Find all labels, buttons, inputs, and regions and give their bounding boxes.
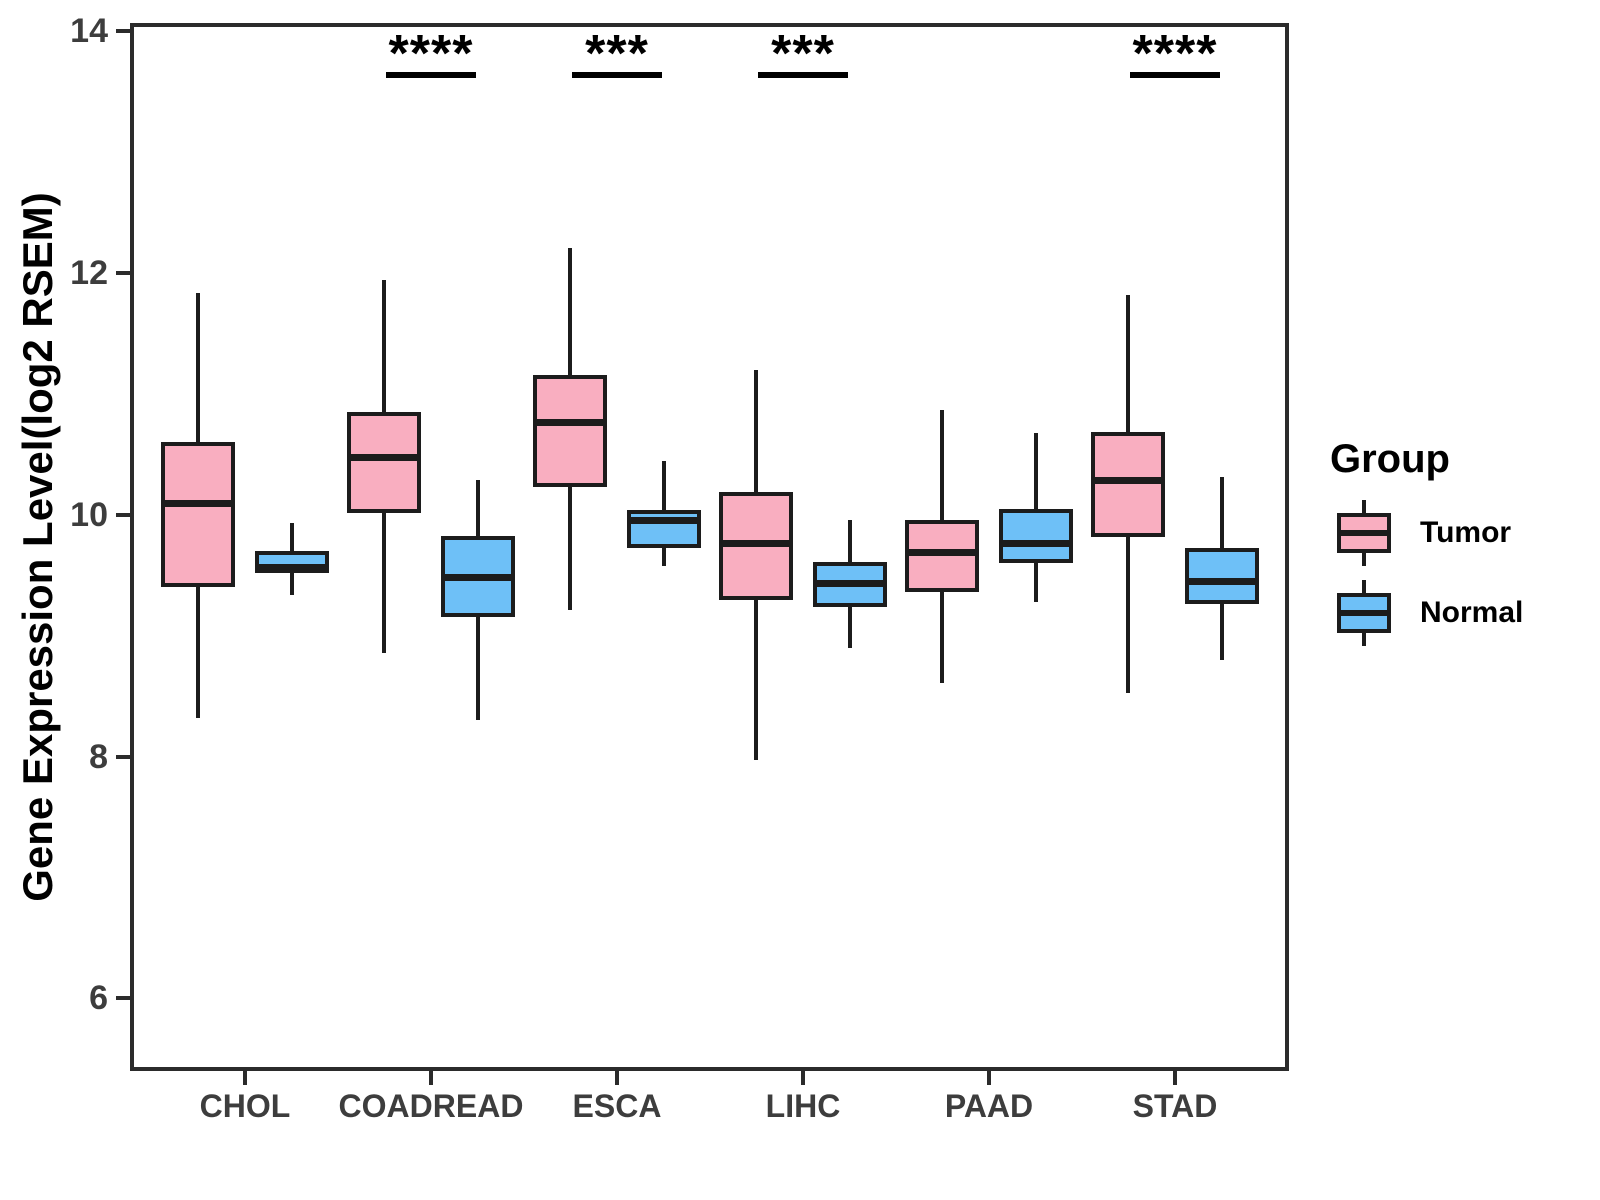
boxplot-median-normal-COADREAD: [445, 573, 511, 581]
boxplot-median-tumor-CHOL: [165, 499, 231, 507]
x-tick-label: STAD: [1132, 1088, 1218, 1124]
y-tick-label: 6: [89, 979, 108, 1018]
x-tick-label: LIHC: [765, 1088, 841, 1124]
x-tick-label: COADREAD: [338, 1088, 524, 1124]
boxplot-box-tumor-STAD: [1091, 431, 1165, 537]
y-axis-tick-mark: [116, 754, 130, 759]
y-axis-tick-mark: [116, 271, 130, 276]
x-axis-tick-mark: [615, 1071, 619, 1085]
legend-entry-tumor: Tumor: [1330, 498, 1523, 568]
x-tick-label: CHOL: [199, 1088, 291, 1124]
legend-key-whisker: [1362, 580, 1366, 595]
legend-key-median: [1341, 530, 1387, 536]
y-axis-tick-mark: [116, 512, 130, 517]
significance-bar-STAD: [1130, 72, 1220, 78]
legend-key-median: [1341, 610, 1387, 616]
y-axis-title: Gene Expression Level(log2 RSEM): [14, 192, 61, 902]
x-axis-tick-mark: [1173, 1071, 1177, 1085]
boxplot-median-normal-CHOL: [259, 563, 325, 571]
boxplot-box-normal-ESCA: [627, 510, 701, 548]
boxplot-median-normal-STAD: [1189, 578, 1255, 586]
y-axis-tick-mark: [116, 996, 130, 1001]
tumor-boxplot-key-icon: [1336, 498, 1392, 568]
normal-boxplot-key-icon: [1336, 578, 1392, 648]
x-axis-tick-mark: [429, 1071, 433, 1085]
boxplot-median-normal-ESCA: [631, 516, 697, 524]
significance-stars-COADREAD: ****: [388, 25, 474, 83]
x-axis-tick-mark: [801, 1071, 805, 1085]
significance-bar-COADREAD: [386, 72, 476, 78]
boxplot-box-tumor-COADREAD: [347, 412, 421, 513]
legend-entry-normal: Normal: [1330, 578, 1523, 648]
significance-bar-ESCA: [572, 72, 662, 78]
y-tick-label: 12: [70, 254, 108, 293]
legend-key-whisker: [1362, 500, 1366, 515]
boxplot-box-normal-STAD: [1185, 547, 1259, 605]
y-tick-label: 8: [89, 737, 108, 776]
plot-panel: [130, 23, 1289, 1071]
x-axis-tick-mark: [987, 1071, 991, 1085]
legend-label-tumor: Tumor: [1420, 516, 1512, 549]
boxplot-box-tumor-ESCA: [533, 374, 607, 488]
legend-key-whisker: [1362, 551, 1366, 566]
boxplot-median-tumor-STAD: [1095, 476, 1161, 484]
boxplot-median-tumor-PAAD: [909, 549, 975, 557]
significance-stars-LIHC: ***: [771, 25, 835, 83]
significance-stars-STAD: ****: [1132, 25, 1218, 83]
boxplot-box-normal-PAAD: [999, 508, 1073, 564]
y-tick-label: 10: [70, 495, 108, 534]
x-tick-label: PAAD: [944, 1088, 1034, 1124]
boxplot-median-tumor-LIHC: [723, 539, 789, 547]
boxplot-median-tumor-COADREAD: [351, 453, 417, 461]
boxplot-median-normal-PAAD: [1003, 539, 1069, 547]
boxplot-box-tumor-CHOL: [161, 442, 235, 588]
boxplot-median-normal-LIHC: [817, 579, 883, 587]
significance-stars-ESCA: ***: [585, 25, 649, 83]
legend-key-whisker: [1362, 631, 1366, 646]
significance-bar-LIHC: [758, 72, 848, 78]
y-tick-label: 14: [70, 12, 108, 51]
x-tick-label: ESCA: [572, 1088, 662, 1124]
y-axis-tick-mark: [116, 29, 130, 34]
boxplot-median-tumor-ESCA: [537, 418, 603, 426]
x-axis-tick-mark: [243, 1071, 247, 1085]
legend-title: Group: [1330, 437, 1450, 481]
legend: Group Tumor Normal: [1330, 437, 1523, 658]
legend-label-normal: Normal: [1420, 596, 1524, 629]
